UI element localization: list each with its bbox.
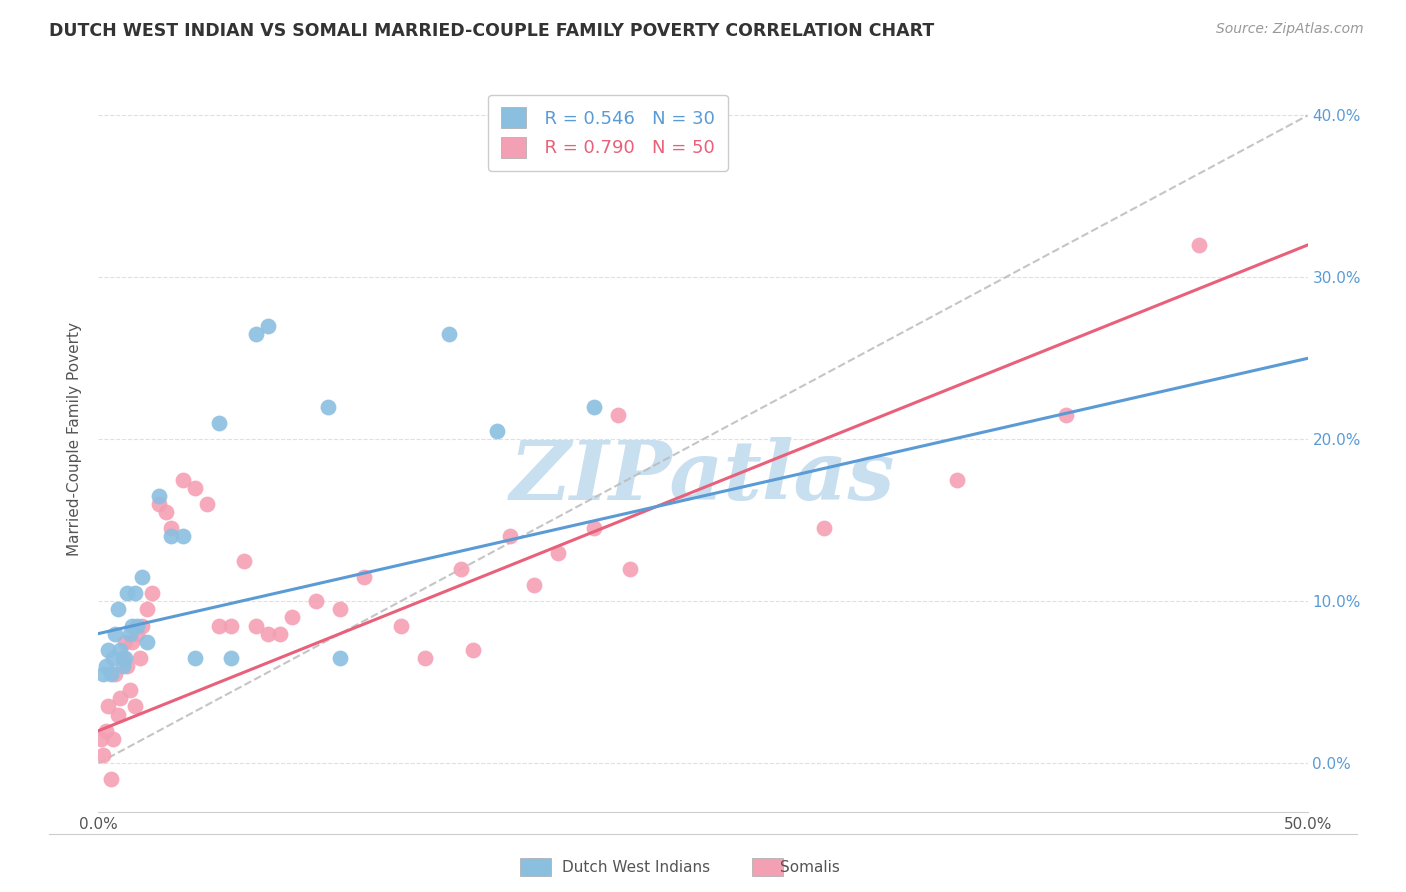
Point: [281, 610, 304, 624]
Point: [104, 667, 127, 681]
Point: [128, 651, 150, 665]
Point: [208, 618, 231, 632]
Point: [172, 529, 194, 543]
Point: [124, 699, 146, 714]
Point: [135, 634, 157, 648]
Text: Source: ZipAtlas.com: Source: ZipAtlas.com: [1216, 22, 1364, 37]
Point: [316, 400, 339, 414]
Point: [107, 602, 129, 616]
Point: [90, 731, 112, 746]
Point: [107, 707, 129, 722]
Point: [353, 570, 375, 584]
Point: [91, 747, 114, 762]
Point: [269, 626, 291, 640]
Point: [111, 659, 134, 673]
Point: [118, 683, 141, 698]
Text: Dutch West Indians: Dutch West Indians: [562, 860, 710, 874]
Point: [104, 626, 127, 640]
Point: [232, 554, 254, 568]
Point: [94, 723, 117, 738]
Point: [329, 602, 352, 616]
Point: [221, 618, 243, 632]
Point: [160, 529, 183, 543]
Point: [583, 521, 606, 535]
Point: [413, 651, 436, 665]
Point: [172, 473, 194, 487]
Point: [114, 651, 136, 665]
Point: [111, 651, 134, 665]
Point: [1188, 238, 1211, 252]
Point: [486, 424, 509, 438]
Point: [108, 691, 131, 706]
Point: [94, 659, 117, 673]
Point: [221, 651, 243, 665]
Point: [437, 327, 460, 342]
Point: [108, 642, 131, 657]
Point: [256, 626, 278, 640]
Point: [160, 521, 183, 535]
Point: [463, 642, 485, 657]
Point: [607, 408, 630, 422]
Point: [245, 618, 267, 632]
Point: [91, 667, 114, 681]
Point: [148, 489, 170, 503]
Point: [184, 481, 207, 495]
Point: [100, 772, 122, 787]
Point: [121, 618, 143, 632]
Point: [329, 651, 352, 665]
Y-axis label: Married-Couple Family Poverty: Married-Couple Family Poverty: [67, 322, 83, 557]
Point: [583, 400, 606, 414]
Point: [141, 586, 163, 600]
Point: [97, 642, 120, 657]
Point: [208, 416, 231, 430]
Point: [389, 618, 412, 632]
Point: [523, 578, 546, 592]
Point: [245, 327, 267, 342]
Point: [118, 626, 141, 640]
Point: [101, 651, 124, 665]
Point: [619, 562, 641, 576]
Point: [305, 594, 328, 608]
Point: [450, 562, 472, 576]
Point: [131, 618, 153, 632]
Point: [813, 521, 835, 535]
Point: [114, 634, 136, 648]
Point: [195, 497, 218, 511]
Point: [124, 586, 146, 600]
Point: [498, 529, 520, 543]
Point: [121, 634, 143, 648]
Point: [127, 618, 149, 632]
Point: [184, 651, 207, 665]
Point: [117, 659, 139, 673]
Point: [101, 731, 124, 746]
Point: [117, 586, 139, 600]
Point: [155, 505, 177, 519]
Text: ZIPatlas: ZIPatlas: [510, 436, 896, 516]
Text: Somalis: Somalis: [780, 860, 841, 874]
Point: [1054, 408, 1077, 422]
Point: [135, 602, 157, 616]
Point: [148, 497, 170, 511]
Point: [100, 667, 122, 681]
Point: [547, 546, 569, 560]
Text: DUTCH WEST INDIAN VS SOMALI MARRIED-COUPLE FAMILY POVERTY CORRELATION CHART: DUTCH WEST INDIAN VS SOMALI MARRIED-COUP…: [49, 22, 935, 40]
Legend:   R = 0.546   N = 30,   R = 0.790   N = 50: R = 0.546 N = 30, R = 0.790 N = 50: [488, 95, 728, 170]
Point: [256, 318, 278, 333]
Point: [946, 473, 969, 487]
Point: [97, 699, 120, 714]
Point: [127, 626, 149, 640]
Point: [131, 570, 153, 584]
